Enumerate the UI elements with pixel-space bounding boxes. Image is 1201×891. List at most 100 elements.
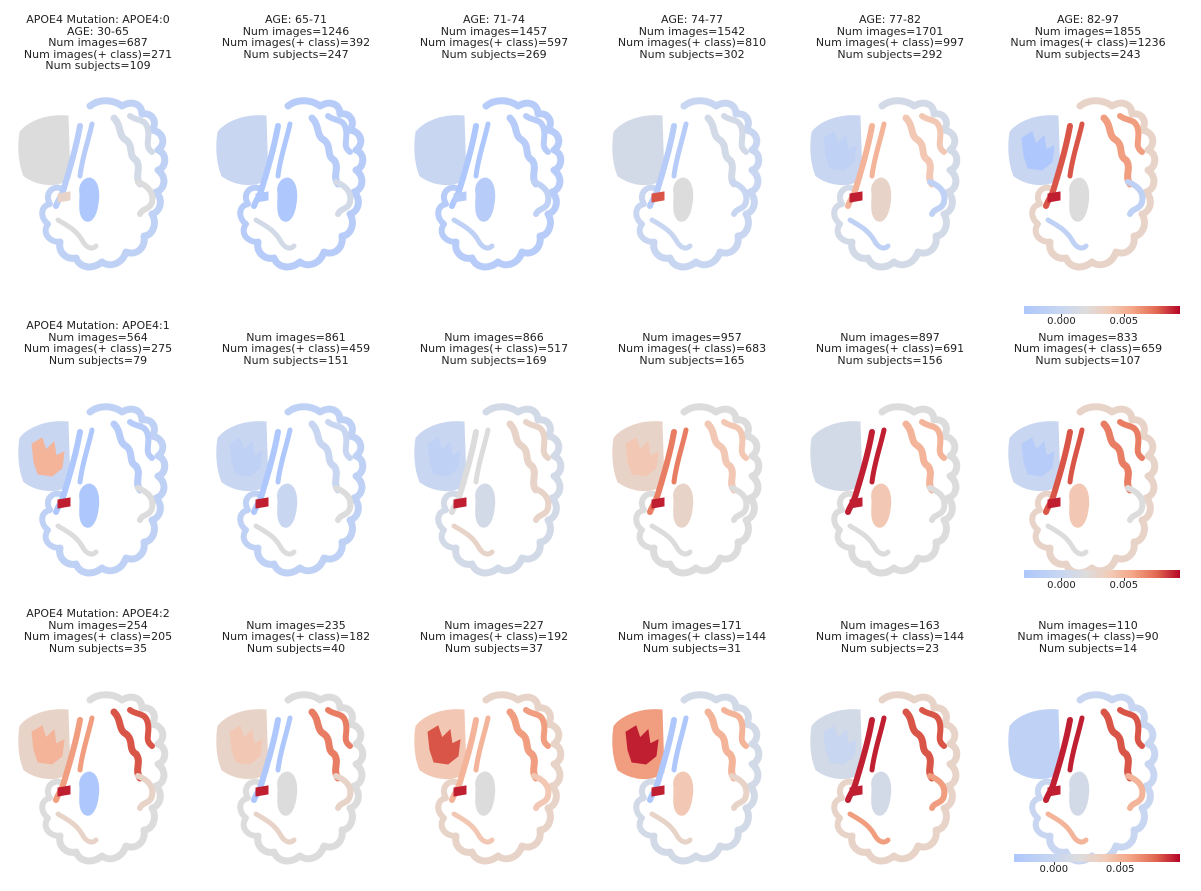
heatmap-panel: AGE: 65-71 Num images=1246 Num images(+ cl… [216,14,376,294]
region-cortex [1029,778,1053,839]
brain-heatmap [1008,691,1159,865]
region-cortex [1046,403,1159,577]
region-cortex [39,184,63,245]
region-cortex-dark [308,114,342,188]
colorbar-tick-label: 0.000 [1047,580,1076,591]
region-cortex [254,403,367,577]
num-images-label: Num images=833 [1038,330,1138,344]
num-images-label: Num images=687 [48,36,148,50]
heatmap-panel: Num images=163 Num images(+ class)=144 Num… [810,608,970,888]
region-temporal [1045,217,1089,251]
region-insula [473,121,491,179]
region-cortex [452,403,565,577]
region-hotspot [849,785,863,797]
region-cortex-dark [704,114,738,188]
panel-title: Num images=861 Num images(+ class)=459 Num… [196,320,396,366]
brain-heatmap [18,97,169,271]
num-images-label: Num images=110 [1038,618,1138,632]
panel-title: Num images=163 Num images(+ class)=144 Num… [790,608,990,654]
region-insula [473,715,491,773]
colorbar-tick [1123,314,1125,317]
region-insula [1067,715,1085,773]
region-frontal-inner [427,437,461,477]
heatmap-panel: Num images=833 Num images(+ class)=659 Num… [1008,320,1168,600]
brain-heatmap [810,691,961,865]
region-central [475,771,496,816]
region-central [673,177,694,222]
region-cortex [1029,184,1053,245]
panel-title: AGE: 65-71 Num images=1246 Num images(+ cl… [196,14,396,60]
heatmap-panel: APOE4 Mutation: APOE4:0 AGE: 30-65 Num ima… [18,14,178,294]
region-hotspot [57,785,71,797]
region-cortex-dark [325,113,353,155]
region-hotspot [849,497,863,509]
panel-title: AGE: 74-77 Num images=1542 Num images(+ cl… [592,14,792,60]
region-temporal [55,523,99,557]
num-images-label: Num images=171 [642,618,742,632]
panel-title: Num images=833 Num images(+ class)=659 Num… [988,320,1188,366]
region-frontal-inner [1021,725,1055,765]
region-cortex [633,778,657,839]
heatmap-panel: AGE: 74-77 Num images=1542 Num images(+ cl… [612,14,772,294]
colorbar-gradient [1014,854,1180,862]
brain-heatmap [612,691,763,865]
brain-heatmap [18,691,169,865]
region-cortex [452,97,565,271]
heatmap-panel: Num images=110 Num images(+ class)=90 Num … [1008,608,1168,888]
heatmap-panel: AGE: 77-82 Num images=1701 Num images(+ cl… [810,14,970,294]
region-cortex-dark [110,114,144,188]
region-hotspot [1047,191,1061,203]
num-positive-label: Num images(+ class)=997 [815,36,965,50]
region-cortex-dark [919,419,947,461]
panel-title: Num images=171 Num images(+ class)=144 Num… [592,608,792,654]
num-positive-label: Num images(+ class)=810 [617,36,767,50]
region-cortex [831,778,855,839]
colorbar-tick-label: 0.000 [1047,316,1076,327]
region-insula [869,715,887,773]
num-images-label: Num images=254 [48,618,148,632]
region-central [79,177,100,222]
num-images-label: Num images=866 [444,330,544,344]
region-central [1069,483,1090,528]
region-frontal-inner [823,725,857,765]
region-temporal [729,179,750,217]
region-cortex [848,691,961,865]
region-hotspot [651,785,665,797]
region-temporal [253,811,297,845]
heatmap-panel: Num images=866 Num images(+ class)=517 Num… [414,320,574,600]
num-images-label: Num images=1457 [440,24,548,38]
region-insula [1067,121,1085,179]
panel-title: Num images=957 Num images(+ class)=683 Num… [592,320,792,366]
region-temporal [135,179,156,217]
num-positive-label: Num images(+ class)=597 [419,36,569,50]
colorbar-tick [1053,862,1055,865]
num-images-label: Num images=235 [246,618,346,632]
region-temporal [927,179,948,217]
num-positive-label: Num images(+ class)=691 [815,342,965,356]
num-subjects-label: Num subjects=37 [444,641,544,655]
num-subjects-label: Num subjects=23 [840,641,940,655]
region-cortex [1046,97,1159,271]
num-subjects-label: Num subjects=79 [48,353,148,367]
region-cortex [56,97,169,271]
region-insula [671,427,689,485]
region-temporal [531,773,552,811]
heatmap-panel: APOE4 Mutation: APOE4:1 Num images=564 Num… [18,320,178,600]
region-cortex [237,778,261,839]
brain-heatmap [414,97,565,271]
num-images-label: Num images=897 [840,330,940,344]
region-temporal [927,485,948,523]
num-subjects-label: Num subjects=302 [639,47,745,61]
heatmap-panel: Num images=957 Num images(+ class)=683 Num… [612,320,772,600]
num-positive-label: Num images(+ class)=517 [419,342,569,356]
region-cortex-dark [523,707,551,749]
colorbar-tick-label: 0.005 [1109,316,1139,327]
region-frontal-inner [31,725,65,765]
brain-heatmap [1008,97,1159,271]
region-hotspot [1047,785,1061,797]
num-images-label: Num images=564 [48,330,148,344]
num-images-label: Num images=861 [246,330,346,344]
region-cortex-dark [721,707,749,749]
region-cortex-dark [902,708,936,782]
region-temporal [1045,811,1089,845]
